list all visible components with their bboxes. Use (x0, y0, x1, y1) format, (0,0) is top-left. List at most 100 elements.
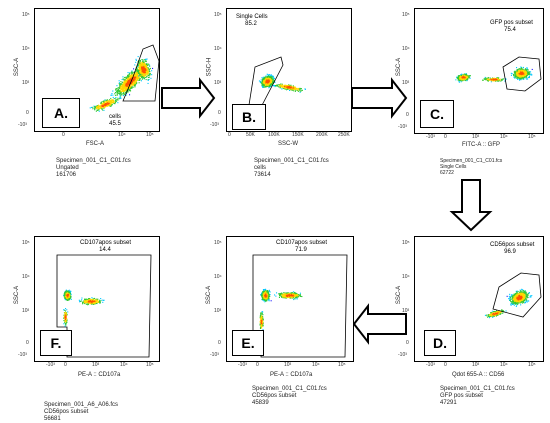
density-dot (516, 302, 518, 304)
density-dot (143, 67, 145, 69)
density-dot (512, 295, 514, 297)
density-dot (281, 86, 283, 88)
density-dot (285, 87, 287, 89)
density-dot (518, 301, 520, 303)
density-dot (262, 76, 264, 78)
density-dot (130, 83, 132, 85)
density-dot (123, 91, 125, 93)
density-dot (117, 99, 119, 101)
density-dot (109, 99, 111, 101)
density-dot (519, 291, 521, 293)
density-dot (461, 80, 463, 82)
density-dot (518, 295, 520, 297)
density-dot (143, 72, 145, 74)
density-dot (140, 63, 142, 65)
density-dot (529, 72, 531, 74)
density-dot (515, 71, 517, 73)
density-dot (492, 311, 494, 313)
density-dot (144, 66, 146, 68)
density-dot (482, 79, 484, 81)
density-dot (524, 297, 526, 299)
density-dot (492, 313, 494, 315)
density-dot (267, 78, 269, 80)
density-dot (93, 105, 95, 107)
density-dot (271, 84, 273, 86)
density-dot (492, 312, 494, 314)
density-dot (526, 301, 528, 303)
density-dot (130, 90, 132, 92)
density-dot (524, 76, 526, 78)
density-dot (134, 84, 136, 86)
density-dot (511, 301, 513, 303)
density-dot (522, 290, 524, 292)
density-dot (144, 71, 146, 73)
density-dot (512, 296, 514, 298)
xlabel-c: FITC-A :: GFP (462, 142, 501, 148)
density-dot (520, 290, 522, 292)
density-dot (289, 86, 291, 88)
density-dot (124, 85, 126, 87)
density-dot (466, 78, 468, 80)
density-dot (101, 103, 103, 105)
density-dot (142, 69, 144, 71)
density-dot (134, 83, 136, 85)
density-dot (517, 290, 519, 292)
gate-cells (122, 44, 159, 102)
density-dot (268, 83, 270, 85)
scatter-points-e (259, 288, 303, 331)
ytick-a-3: 10⁴ (22, 46, 30, 52)
density-dot (523, 75, 525, 77)
density-dot (520, 70, 522, 72)
density-dot (295, 88, 297, 90)
density-dot (267, 84, 269, 86)
density-dot (520, 304, 522, 306)
density-dot (139, 65, 141, 67)
density-dot (126, 80, 128, 82)
density-dot (523, 300, 525, 302)
density-dot (100, 105, 102, 107)
density-dot (98, 105, 100, 107)
density-dot (486, 79, 488, 81)
density-dot (272, 76, 274, 78)
density-dot (142, 65, 144, 67)
density-dot (290, 86, 292, 88)
density-dot (516, 74, 518, 76)
density-dot (495, 78, 497, 80)
density-dot (521, 292, 523, 294)
density-dot (262, 82, 264, 84)
density-dot (525, 296, 527, 298)
density-dot (516, 300, 518, 302)
density-dot (137, 56, 139, 58)
density-dot (148, 76, 150, 78)
density-dot (514, 73, 516, 75)
density-dot (146, 68, 148, 70)
density-dot (294, 87, 296, 89)
density-dot (147, 73, 149, 75)
density-dot (492, 313, 494, 315)
density-dot (462, 79, 464, 81)
density-dot (522, 298, 524, 300)
density-dot (261, 85, 263, 87)
density-dot (128, 75, 130, 77)
density-dot (519, 68, 521, 70)
density-dot (116, 88, 118, 90)
density-dot (135, 80, 137, 82)
density-dot (107, 104, 109, 106)
density-dot (91, 106, 93, 108)
density-dot (122, 91, 124, 93)
density-dot (515, 298, 517, 300)
density-dot (494, 313, 496, 315)
density-dot (521, 76, 523, 78)
density-dot (145, 70, 147, 72)
density-dot (519, 293, 521, 295)
density-dot (140, 70, 142, 72)
density-dot (516, 290, 518, 292)
density-dot (270, 85, 272, 87)
density-dot (519, 69, 521, 71)
density-dot (128, 85, 130, 87)
ytick-b-2: 10³ (214, 80, 222, 86)
density-dot (126, 93, 128, 95)
density-dot (466, 76, 468, 78)
density-dot (95, 106, 97, 108)
